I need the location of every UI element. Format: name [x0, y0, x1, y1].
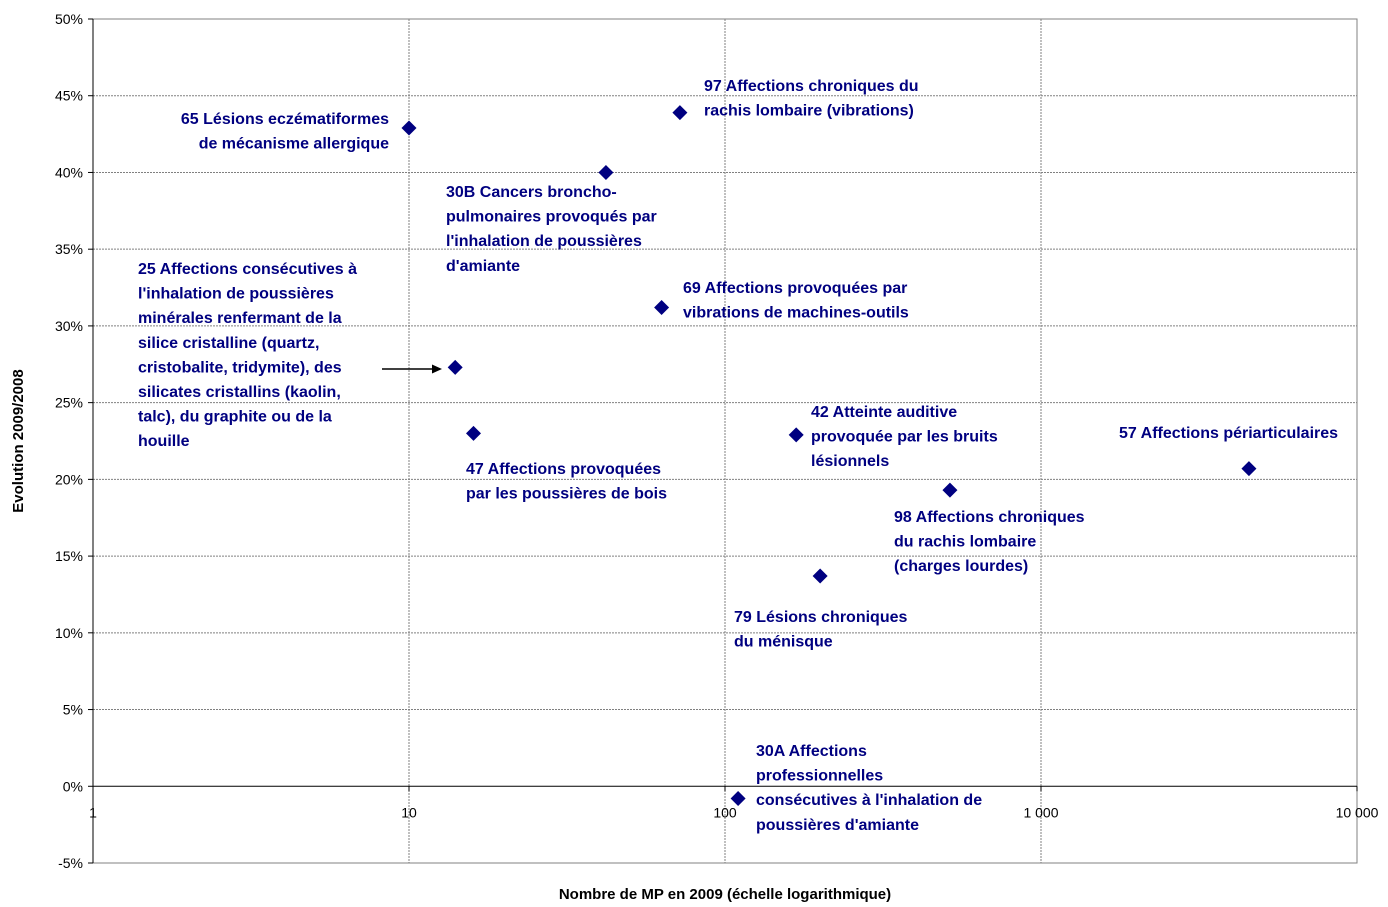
y-tick-label: 30% — [55, 318, 83, 334]
point-label-line: 79 Lésions chroniques — [734, 609, 907, 626]
y-tick-label: 50% — [55, 11, 83, 27]
point-label-line: 30B Cancers broncho- — [446, 184, 617, 201]
data-point-30a — [730, 791, 746, 807]
point-label-line: 57 Affections périarticulaires — [1119, 425, 1338, 442]
point-label-line: lésionnels — [811, 453, 889, 470]
data-point-42 — [788, 427, 804, 443]
axes — [88, 18, 1358, 864]
point-label-line: cristobalite, tridymite), des — [138, 359, 342, 376]
y-tick-label: 5% — [63, 702, 83, 718]
x-tick-label: 10 000 — [1336, 804, 1379, 820]
point-label-65: 65 Lésions eczématiformes de mécanisme al… — [181, 111, 389, 153]
point-label-line: 47 Affections provoquées — [466, 461, 661, 478]
gridlines — [93, 19, 1357, 863]
point-label-line: provoquée par les bruits — [811, 429, 998, 446]
point-label-line: (charges lourdes) — [894, 558, 1028, 575]
tick-labels: -5% 0% 5% 10% 15% 20% 25% 30% 35% 40% 45% 50% 1 10 100… — [55, 11, 1379, 871]
y-tick-label: 25% — [55, 395, 83, 411]
annotation-arrowhead — [432, 364, 442, 374]
point-label-line: 42 Atteinte auditive — [811, 404, 957, 421]
point-label-line: professionnelles — [756, 768, 883, 785]
y-tick-label: 40% — [55, 164, 83, 180]
x-tick-label: 100 — [713, 804, 737, 820]
point-label-line: silice cristalline (quartz, — [138, 335, 319, 352]
point-label-47: 47 Affections provoquées par les poussièr… — [466, 461, 667, 503]
point-label-line: l'inhalation de poussières — [138, 286, 334, 303]
point-label-30b: 30B Cancers broncho-pulmonaires provoqué… — [446, 184, 657, 275]
point-label-line: 30A Affections — [756, 743, 867, 760]
point-label-57: 57 Affections périarticulaires — [1119, 425, 1338, 442]
point-label-25: 25 Affections consécutives à l'inhalation… — [138, 261, 357, 450]
point-labels: 65 Lésions eczématiformes de mécanisme al… — [138, 78, 1338, 834]
point-label-79: 79 Lésions chroniques du ménisque — [734, 609, 907, 651]
point-label-line: 98 Affections chroniques — [894, 509, 1085, 526]
data-point-79 — [812, 568, 828, 584]
point-label-line: houille — [138, 433, 190, 450]
point-label-42: 42 Atteinte auditive provoquée par les br… — [811, 404, 998, 470]
data-point-25 — [447, 359, 463, 375]
point-label-69: 69 Affections provoquées par vibrations d… — [683, 280, 909, 322]
point-label-30a: 30A Affections professionnelles consécutiv… — [756, 743, 982, 834]
point-label-line: 25 Affections consécutives à — [138, 261, 357, 278]
y-tick-label: 15% — [55, 548, 83, 564]
data-point-69 — [654, 299, 670, 315]
data-points — [401, 105, 1257, 807]
data-point-98 — [942, 482, 958, 498]
point-label-line: minérales renfermant de la — [138, 310, 342, 327]
y-tick-label: 20% — [55, 471, 83, 487]
data-point-47 — [466, 425, 482, 441]
point-label-line: poussières d'amiante — [756, 817, 919, 834]
point-label-line: vibrations de machines-outils — [683, 305, 909, 322]
point-label-line: du ménisque — [734, 634, 833, 651]
point-label-line: du rachis lombaire — [894, 534, 1036, 551]
y-tick-label: 10% — [55, 625, 83, 641]
y-tick-label: -5% — [58, 855, 83, 871]
data-point-57 — [1241, 461, 1257, 477]
point-label-line: talc), du graphite ou de la — [138, 409, 332, 426]
point-label-line: consécutives à l'inhalation de — [756, 792, 982, 809]
point-label-line: par les poussières de bois — [466, 486, 667, 503]
x-tick-label: 10 — [401, 804, 417, 820]
data-point-65 — [401, 120, 417, 136]
y-tick-label: 0% — [63, 778, 83, 794]
data-point-30b — [598, 164, 614, 180]
point-label-line: d'amiante — [446, 258, 520, 275]
x-axis-title: Nombre de MP en 2009 (échelle logarithmi… — [559, 886, 891, 903]
point-label-line: pulmonaires provoqués par — [446, 209, 657, 226]
point-label-line: 65 Lésions eczématiformes — [181, 111, 389, 128]
point-label-line: rachis lombaire (vibrations) — [704, 103, 914, 120]
x-tick-label: 1 000 — [1023, 804, 1058, 820]
point-label-line: silicates cristallins (kaolin, — [138, 384, 341, 401]
point-label-97: 97 Affections chroniques du rachis lombai… — [704, 78, 919, 120]
point-label-line: 97 Affections chroniques du — [704, 78, 919, 95]
point-label-98: 98 Affections chroniques du rachis lombai… — [894, 509, 1085, 575]
y-axis-title: Evolution 2009/2008 — [10, 369, 27, 512]
y-tick-label: 45% — [55, 88, 83, 104]
point-label-line: de mécanisme allergique — [199, 136, 389, 153]
point-label-line: l'inhalation de poussières — [446, 233, 642, 250]
point-label-line: 69 Affections provoquées par — [683, 280, 907, 297]
x-tick-label: 1 — [89, 804, 97, 820]
y-tick-label: 35% — [55, 241, 83, 257]
data-point-97 — [672, 105, 688, 121]
